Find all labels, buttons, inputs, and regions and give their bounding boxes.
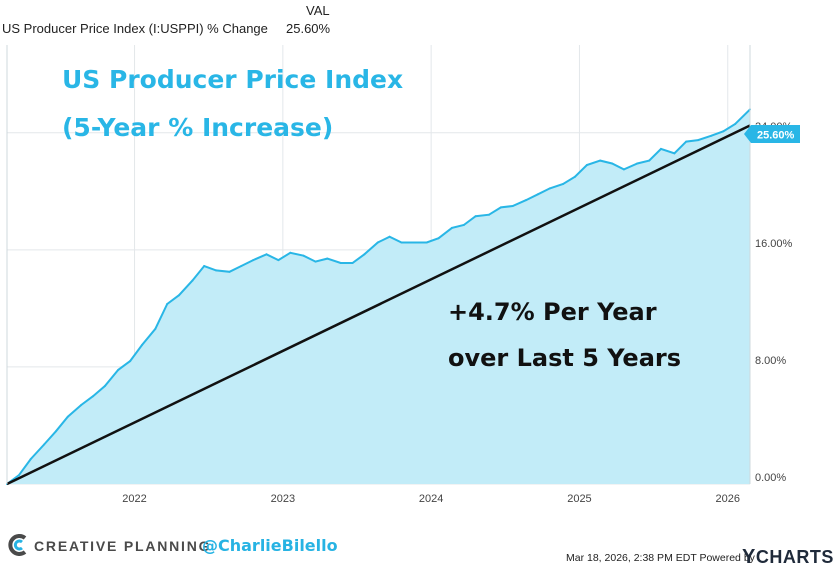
data-point-36 — [450, 226, 453, 229]
data-point-15 — [191, 279, 194, 282]
data-point-44 — [548, 187, 551, 190]
data-point-14 — [178, 294, 180, 297]
data-point-30 — [376, 241, 379, 244]
data-point-19 — [240, 265, 243, 267]
ycharts-logo-rest: CHARTS — [755, 547, 834, 567]
data-point-57 — [710, 134, 713, 137]
legend: VAL US Producer Price Index (I:USPPI) % … — [0, 0, 340, 40]
data-point-18 — [228, 270, 231, 273]
data-point-13 — [166, 303, 169, 305]
data-point-53 — [660, 147, 662, 150]
data-point-59 — [734, 123, 737, 125]
data-point-21 — [265, 253, 268, 256]
legend-column-header: VAL — [306, 3, 330, 18]
data-point-24 — [302, 254, 305, 257]
data-point-40 — [499, 206, 502, 209]
chart-subtitle: (5-Year % Increase) — [62, 113, 333, 142]
data-point-6 — [80, 404, 83, 406]
data-point-11 — [141, 344, 143, 346]
y-tick-label-1: 8.00% — [755, 355, 786, 367]
data-point-12 — [154, 327, 157, 330]
data-point-1 — [17, 474, 20, 477]
x-tick-label-1: 2023 — [271, 493, 295, 505]
data-point-25 — [314, 260, 317, 263]
data-point-4 — [54, 430, 57, 433]
data-point-22 — [277, 259, 280, 262]
creative-planning-logo-icon — [8, 534, 30, 556]
x-tick-label-4: 2026 — [716, 493, 740, 505]
annotation-line-2: over Last 5 Years — [448, 344, 681, 372]
data-point-28 — [351, 262, 354, 264]
data-point-8 — [103, 385, 106, 387]
data-point-54 — [673, 152, 676, 155]
data-point-16 — [203, 265, 206, 267]
x-tick-label-0: 2022 — [122, 493, 146, 505]
x-axis-ticks: 2022 2023 2024 2025 2026 — [122, 493, 740, 505]
legend-series-name[interactable]: US Producer Price Index (I:USPPI) % Chan… — [2, 21, 268, 36]
x-tick-label-3: 2025 — [567, 493, 591, 505]
data-point-3 — [43, 443, 46, 446]
data-point-10 — [129, 360, 132, 363]
data-point-39 — [488, 213, 490, 216]
last-value-label: 25.60% — [757, 130, 795, 142]
trend-line — [6, 124, 751, 486]
series-points — [6, 108, 751, 485]
y-tick-label-2: 16.00% — [755, 238, 793, 250]
data-point-43 — [536, 193, 539, 196]
timestamp: Mar 18, 2026, 2:38 PM EDT Powered by — [566, 552, 755, 564]
chart-title: US Producer Price Index — [62, 65, 403, 94]
data-point-7 — [92, 395, 94, 398]
data-point-5 — [66, 415, 69, 418]
data-point-37 — [462, 224, 465, 226]
data-point-31 — [388, 235, 391, 238]
data-point-55 — [685, 140, 688, 143]
data-point-34 — [425, 241, 428, 244]
last-value-badge: 25.60% — [744, 125, 800, 143]
data-point-51 — [636, 162, 639, 165]
data-point-49 — [611, 162, 614, 165]
ycharts-logo[interactable]: YCHARTS — [742, 546, 834, 569]
x-tick-label-2: 2024 — [419, 493, 443, 505]
data-point-29 — [363, 253, 366, 256]
data-point-32 — [400, 241, 403, 244]
data-point-27 — [339, 262, 342, 264]
data-point-23 — [289, 251, 292, 254]
data-point-33 — [413, 241, 416, 244]
data-point-45 — [562, 183, 565, 185]
data-point-17 — [215, 269, 218, 272]
data-point-41 — [511, 205, 514, 207]
data-point-26 — [326, 257, 329, 260]
ycharts-logo-y: Y — [742, 546, 756, 568]
data-point-47 — [585, 164, 588, 166]
data-point-38 — [474, 215, 477, 218]
data-point-9 — [117, 368, 120, 371]
data-point-56 — [697, 139, 700, 142]
series-area — [7, 109, 750, 485]
last-value-badge-shape — [744, 125, 800, 143]
data-point-46 — [574, 175, 576, 178]
data-point-52 — [648, 159, 651, 162]
data-point-48 — [599, 159, 602, 162]
brand-name: CREATIVE PLANNING — [34, 538, 212, 554]
author-handle[interactable]: @CharlieBilello — [202, 536, 338, 555]
annotation-line-1: +4.7% Per Year — [448, 298, 657, 326]
data-point-42 — [525, 199, 528, 202]
legend-series-value: 25.60% — [286, 21, 331, 36]
data-point-58 — [722, 130, 725, 133]
price-index-chart: 0.00%8.00%16.00%24.00% 20222023202420252… — [6, 45, 800, 505]
data-point-20 — [252, 259, 255, 262]
data-point-2 — [29, 458, 32, 461]
y-tick-label-0: 0.00% — [755, 472, 786, 484]
y-axis-ticks: 0.00%8.00%16.00%24.00% — [755, 121, 793, 484]
data-point-35 — [437, 237, 440, 240]
data-point-50 — [622, 168, 625, 171]
